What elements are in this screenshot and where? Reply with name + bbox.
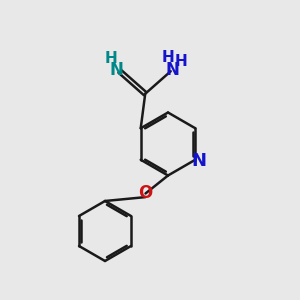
- Text: H: H: [175, 54, 188, 69]
- Text: H: H: [105, 51, 118, 66]
- Text: N: N: [110, 61, 124, 79]
- Text: H: H: [161, 50, 174, 65]
- Text: O: O: [138, 184, 152, 202]
- Text: N: N: [165, 61, 179, 79]
- Text: N: N: [192, 152, 207, 170]
